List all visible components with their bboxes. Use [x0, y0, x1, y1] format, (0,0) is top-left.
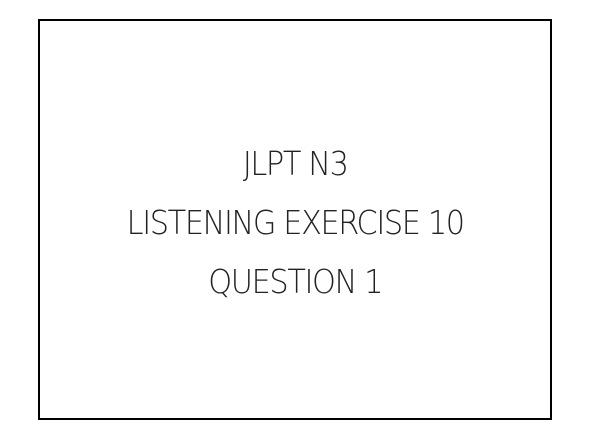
title-line-level: JLPT N3	[242, 144, 349, 183]
title-line-question: QUESTION 1	[208, 262, 383, 301]
title-line-exercise: LISTENING EXERCISE 10	[126, 203, 464, 242]
slide-frame: JLPT N3 LISTENING EXERCISE 10 QUESTION 1	[38, 19, 552, 420]
slide-title-block: JLPT N3 LISTENING EXERCISE 10 QUESTION 1	[126, 134, 464, 311]
